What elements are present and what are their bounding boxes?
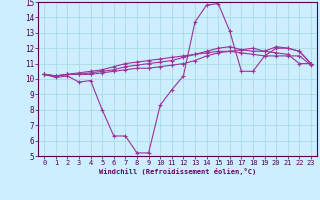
X-axis label: Windchill (Refroidissement éolien,°C): Windchill (Refroidissement éolien,°C) [99,168,256,175]
